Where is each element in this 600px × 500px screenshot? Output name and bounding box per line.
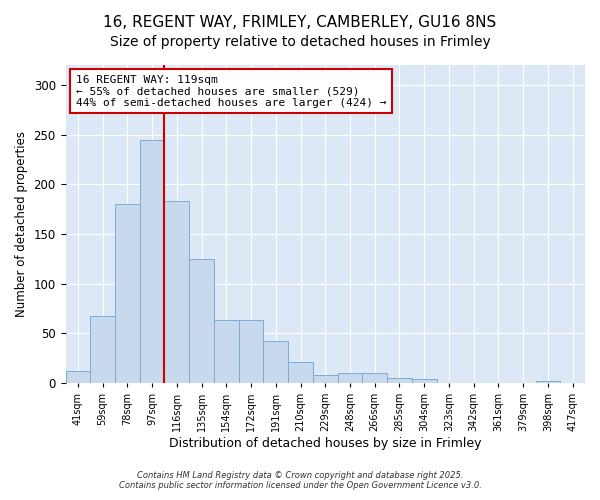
Text: 16 REGENT WAY: 119sqm
← 55% of detached houses are smaller (529)
44% of semi-det: 16 REGENT WAY: 119sqm ← 55% of detached … <box>76 74 386 108</box>
Bar <box>115 204 140 383</box>
Text: 16, REGENT WAY, FRIMLEY, CAMBERLEY, GU16 8NS: 16, REGENT WAY, FRIMLEY, CAMBERLEY, GU16… <box>103 15 497 30</box>
Bar <box>288 362 313 383</box>
Y-axis label: Number of detached properties: Number of detached properties <box>15 131 28 317</box>
Bar <box>387 378 412 383</box>
Bar <box>536 381 560 383</box>
Bar <box>140 140 164 383</box>
Bar <box>263 342 288 383</box>
Bar <box>214 320 239 383</box>
Text: Contains HM Land Registry data © Crown copyright and database right 2025.
Contai: Contains HM Land Registry data © Crown c… <box>119 470 481 490</box>
Bar <box>239 320 263 383</box>
Bar <box>313 375 338 383</box>
X-axis label: Distribution of detached houses by size in Frimley: Distribution of detached houses by size … <box>169 437 482 450</box>
Bar <box>189 259 214 383</box>
Bar <box>65 371 90 383</box>
Text: Size of property relative to detached houses in Frimley: Size of property relative to detached ho… <box>110 35 490 49</box>
Bar <box>412 379 437 383</box>
Bar <box>362 373 387 383</box>
Bar <box>90 316 115 383</box>
Bar <box>164 201 189 383</box>
Bar <box>338 373 362 383</box>
